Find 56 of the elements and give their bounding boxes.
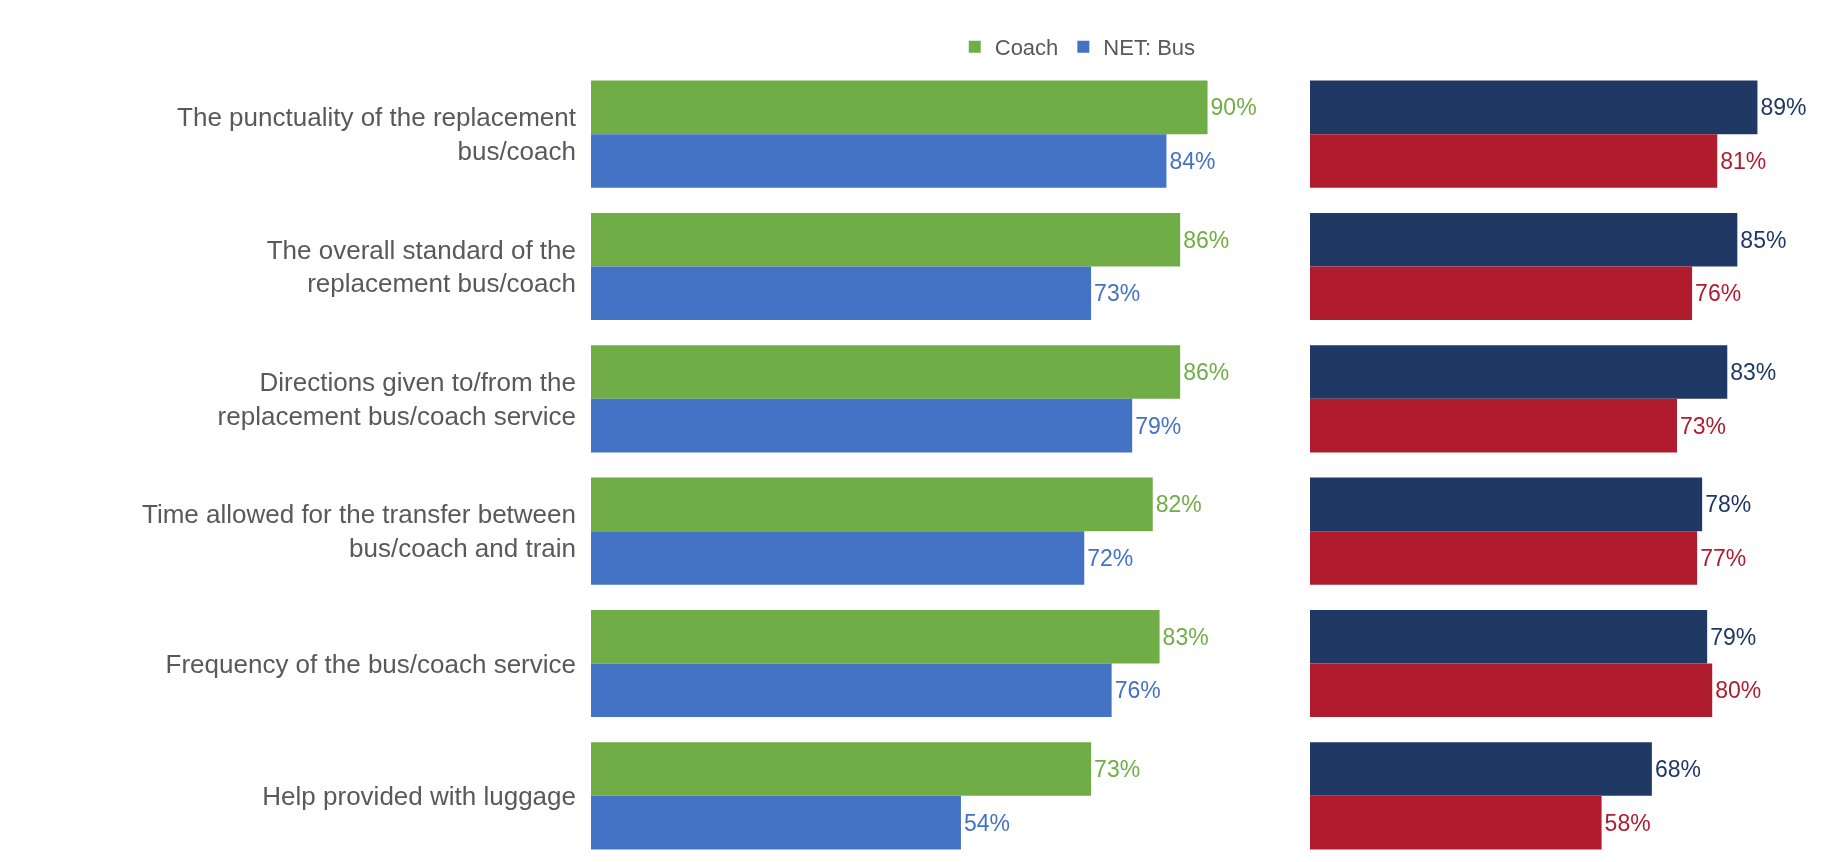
y-tick-label: Time allowed for the transfer between bus/coach and train — [141, 499, 576, 564]
data-label: 90% — [1210, 94, 1257, 121]
data-label: 76% — [1695, 280, 1742, 307]
data-label: 79% — [1135, 412, 1182, 439]
data-label: 73% — [1680, 412, 1727, 439]
y-tick-label: Help provided with luggage — [262, 780, 576, 811]
data-label: 68% — [1654, 756, 1701, 783]
data-label: 86% — [1183, 226, 1230, 253]
data-label: 77% — [1700, 544, 1747, 571]
bar — [591, 398, 1133, 453]
legend-label: NET: Bus — [1103, 35, 1196, 61]
bar — [591, 663, 1112, 718]
data-label: 73% — [1094, 280, 1141, 307]
bar — [1310, 795, 1602, 850]
bar — [1310, 266, 1693, 321]
data-label: 84% — [1169, 147, 1216, 174]
bar — [1310, 477, 1703, 532]
bar — [1310, 212, 1738, 267]
data-label: 82% — [1155, 491, 1202, 518]
bar — [1310, 80, 1758, 135]
data-label: 80% — [1715, 677, 1762, 704]
data-label: 58% — [1604, 809, 1651, 836]
bar — [591, 795, 961, 850]
data-label: 54% — [963, 809, 1010, 836]
bar — [591, 609, 1160, 664]
legend-label: Coach — [994, 35, 1059, 61]
data-label: 73% — [1094, 756, 1141, 783]
bar — [1310, 742, 1652, 796]
bar — [591, 531, 1085, 585]
bar — [1310, 531, 1698, 585]
data-label: 79% — [1710, 623, 1757, 650]
bar — [1310, 398, 1678, 453]
data-label: 83% — [1162, 623, 1209, 650]
bar — [591, 477, 1153, 532]
data-label: 83% — [1730, 359, 1777, 386]
y-tick-label: Frequency of the bus/coach service — [165, 648, 576, 679]
bar — [1310, 663, 1713, 718]
bar — [591, 134, 1167, 188]
bar — [591, 80, 1208, 135]
bar — [591, 742, 1092, 796]
data-label: 85% — [1740, 226, 1787, 253]
y-tick-label: Directions given to/from the replacement bus/coach service — [217, 367, 576, 431]
data-label: 78% — [1705, 491, 1752, 518]
bar — [591, 212, 1181, 267]
data-label: 89% — [1760, 94, 1807, 121]
data-label: 86% — [1183, 359, 1230, 386]
data-label: 81% — [1720, 147, 1767, 174]
bar — [591, 266, 1092, 321]
bar — [1310, 134, 1718, 188]
y-tick-label: The punctuality of the replacement bus/coach — [177, 102, 577, 167]
y-tick-label: The overall standard of the replacement bus/coach — [266, 234, 576, 299]
bar — [1310, 345, 1728, 399]
bar — [591, 345, 1181, 399]
data-label: 76% — [1114, 677, 1161, 704]
bar — [1310, 609, 1708, 664]
data-label: 72% — [1087, 544, 1134, 571]
